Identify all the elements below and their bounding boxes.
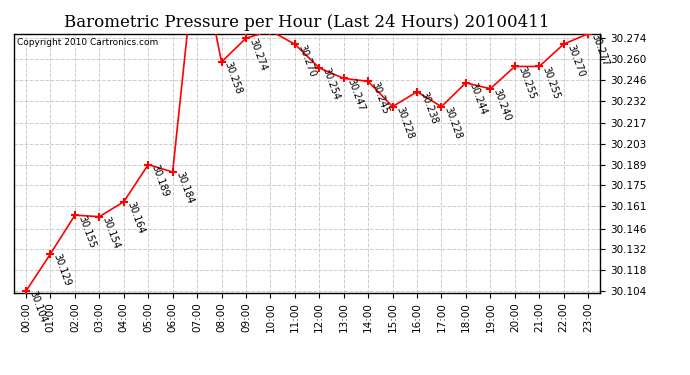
Text: 30.228: 30.228: [443, 105, 464, 141]
Text: 30.184: 30.184: [174, 171, 195, 206]
Title: Barometric Pressure per Hour (Last 24 Hours) 20100411: Barometric Pressure per Hour (Last 24 Ho…: [64, 14, 550, 31]
Text: 30.258: 30.258: [223, 61, 244, 96]
Text: 30.340: 30.340: [0, 374, 1, 375]
Text: 30.164: 30.164: [125, 200, 146, 236]
Text: 30.277: 30.277: [589, 32, 611, 68]
Text: 30.155: 30.155: [77, 214, 97, 249]
Text: 30.279: 30.279: [0, 374, 1, 375]
Text: 30.255: 30.255: [540, 65, 562, 100]
Text: Copyright 2010 Cartronics.com: Copyright 2010 Cartronics.com: [17, 38, 158, 46]
Text: 30.245: 30.245: [370, 80, 391, 115]
Text: 30.228: 30.228: [394, 105, 415, 141]
Text: 30.104: 30.104: [28, 290, 48, 325]
Text: 30.270: 30.270: [296, 43, 317, 78]
Text: 30.274: 30.274: [247, 37, 268, 72]
Text: 30.244: 30.244: [467, 81, 489, 117]
Text: 30.238: 30.238: [418, 90, 440, 126]
Text: 30.189: 30.189: [150, 163, 170, 198]
Text: 30.247: 30.247: [345, 77, 366, 112]
Text: 30.129: 30.129: [52, 252, 72, 288]
Text: 30.270: 30.270: [565, 43, 586, 78]
Text: 30.255: 30.255: [516, 65, 538, 100]
Text: 30.154: 30.154: [101, 215, 121, 250]
Text: 30.254: 30.254: [321, 67, 342, 102]
Text: 30.240: 30.240: [492, 87, 513, 123]
